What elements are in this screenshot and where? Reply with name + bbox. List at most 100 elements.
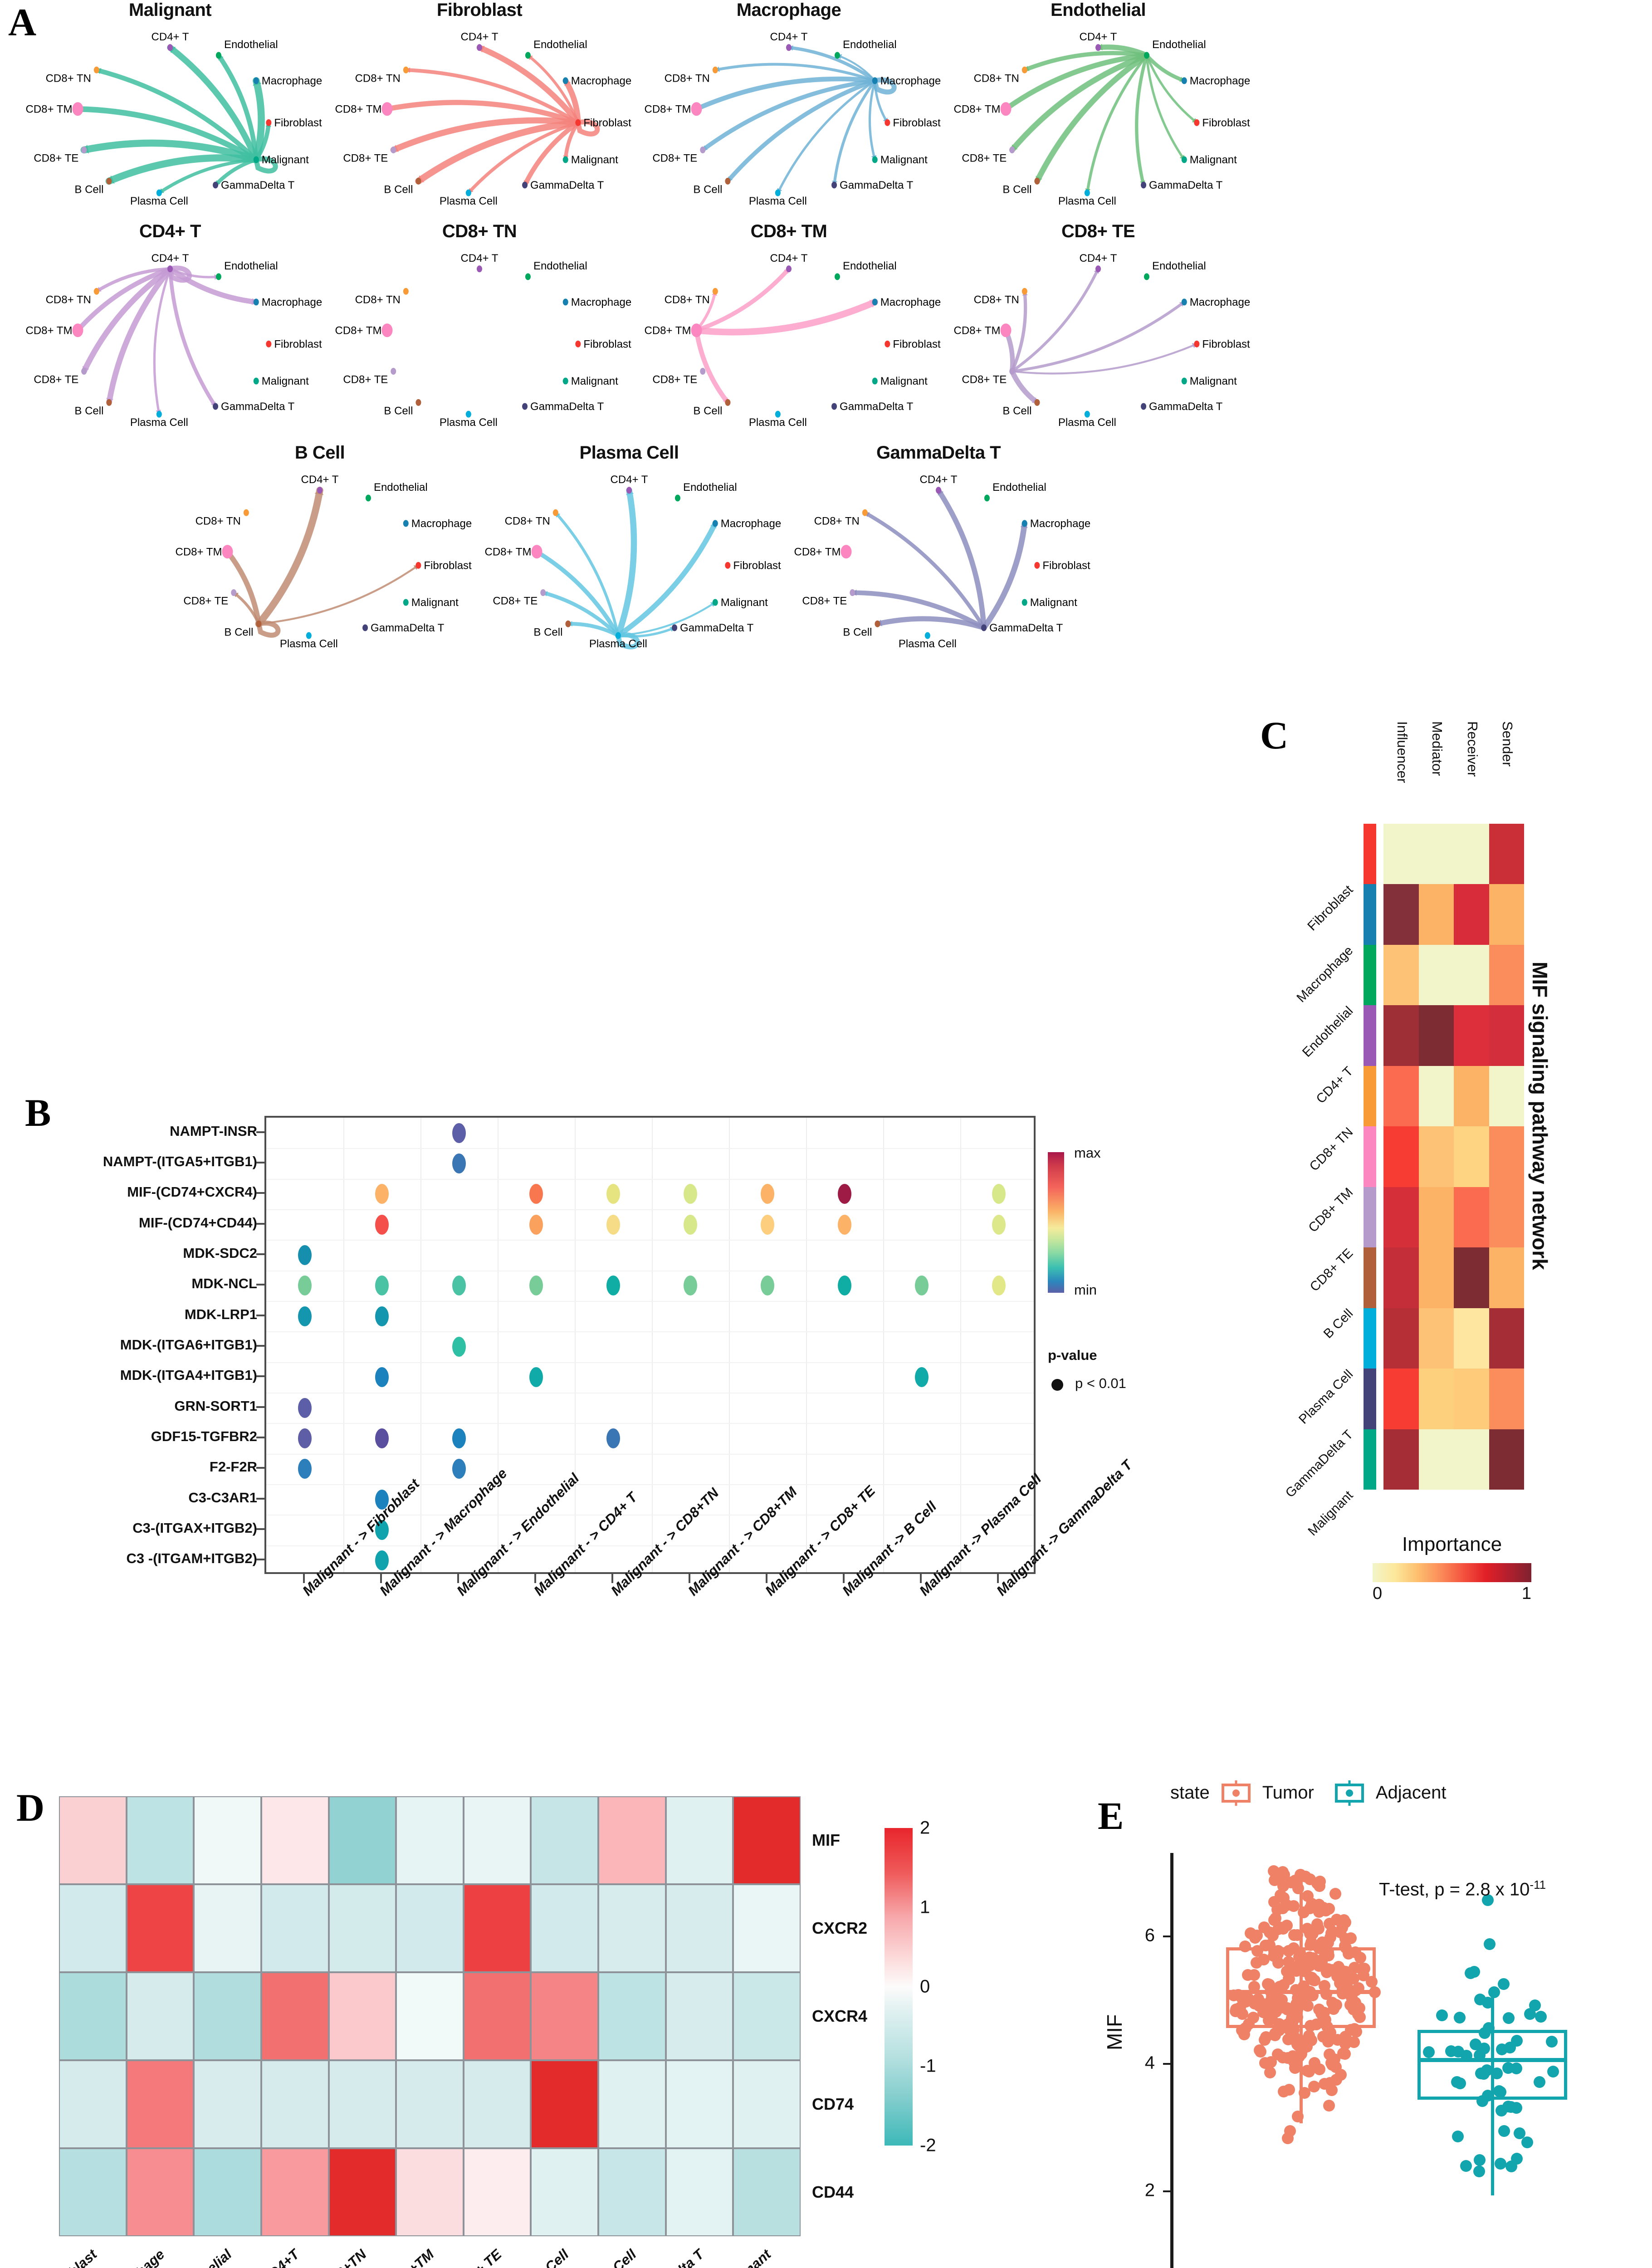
bubble-point[interactable] (915, 1276, 929, 1296)
panel-c-heatmap-cell[interactable] (1489, 1369, 1524, 1429)
bubble-point[interactable] (452, 1123, 466, 1143)
panel-d-heatmap-cell[interactable] (665, 1884, 733, 1972)
panel-c-heatmap-cell[interactable] (1454, 884, 1489, 945)
panel-d-heatmap-cell[interactable] (328, 1796, 396, 1884)
bubble-point[interactable] (375, 1184, 389, 1204)
bubble-point[interactable] (606, 1214, 620, 1235)
panel-c-heatmap-cell[interactable] (1418, 1369, 1454, 1429)
panel-c-heatmap-cell[interactable] (1418, 1126, 1454, 1187)
panel-c-heatmap-cell[interactable] (1418, 1005, 1454, 1066)
panel-c-heatmap-cell[interactable] (1418, 1429, 1454, 1490)
panel-c-heatmap-cell[interactable] (1489, 1308, 1524, 1369)
panel-c-heatmap-cell[interactable] (1454, 1187, 1489, 1248)
panel-d-heatmap-cell[interactable] (665, 2060, 733, 2148)
panel-d-heatmap-cell[interactable] (194, 1796, 261, 1884)
panel-d-heatmap-cell[interactable] (328, 2060, 396, 2148)
bubble-point[interactable] (606, 1184, 620, 1204)
panel-d-heatmap-cell[interactable] (598, 1796, 666, 1884)
panel-d-heatmap-cell[interactable] (194, 2060, 261, 2148)
bubble-point[interactable] (606, 1428, 620, 1448)
bubble-point[interactable] (684, 1184, 697, 1204)
panel-d-heatmap-cell[interactable] (665, 1796, 733, 1884)
panel-c-heatmap-cell[interactable] (1454, 1066, 1489, 1127)
panel-d-heatmap-cell[interactable] (261, 2148, 329, 2236)
panel-d-heatmap-cell[interactable] (463, 1972, 531, 2060)
panel-d-heatmap-cell[interactable] (126, 2148, 194, 2236)
panel-c-heatmap-cell[interactable] (1489, 1005, 1524, 1066)
panel-d-heatmap-cell[interactable] (261, 1884, 329, 1972)
panel-c-heatmap-cell[interactable] (1418, 1308, 1454, 1369)
panel-c-heatmap-cell[interactable] (1383, 1187, 1419, 1248)
bubble-point[interactable] (915, 1367, 929, 1388)
panel-d-heatmap-cell[interactable] (665, 2148, 733, 2236)
bubble-point[interactable] (761, 1276, 774, 1296)
panel-d-heatmap-cell[interactable] (59, 1796, 127, 1884)
panel-d-heatmap-cell[interactable] (126, 2060, 194, 2148)
bubble-point[interactable] (992, 1276, 1006, 1296)
panel-d-heatmap-cell[interactable] (59, 2060, 127, 2148)
panel-d-heatmap-cell[interactable] (463, 1884, 531, 1972)
bubble-point[interactable] (298, 1428, 312, 1448)
bubble-point[interactable] (375, 1367, 389, 1388)
panel-d-heatmap-cell[interactable] (261, 1972, 329, 2060)
bubble-point[interactable] (529, 1184, 543, 1204)
panel-c-heatmap-cell[interactable] (1454, 824, 1489, 885)
panel-d-heatmap-cell[interactable] (396, 1884, 464, 1972)
panel-c-heatmap-cell[interactable] (1454, 944, 1489, 1006)
panel-e-box[interactable] (1417, 2030, 1568, 2100)
bubble-point[interactable] (838, 1184, 851, 1204)
panel-c-heatmap-cell[interactable] (1418, 1066, 1454, 1127)
panel-d-heatmap-cell[interactable] (261, 1796, 329, 1884)
panel-c-heatmap-cell[interactable] (1383, 1308, 1419, 1369)
bubble-point[interactable] (992, 1214, 1006, 1235)
panel-c-heatmap-cell[interactable] (1489, 884, 1524, 945)
bubble-point[interactable] (375, 1276, 389, 1296)
panel-d-heatmap-cell[interactable] (531, 1972, 599, 2060)
bubble-point[interactable] (838, 1276, 851, 1296)
panel-c-heatmap-cell[interactable] (1489, 1429, 1524, 1490)
panel-c-heatmap-cell[interactable] (1489, 1247, 1524, 1308)
panel-c-heatmap-cell[interactable] (1454, 1126, 1489, 1187)
bubble-point[interactable] (375, 1550, 389, 1571)
panel-c-heatmap-cell[interactable] (1383, 944, 1419, 1006)
panel-c-heatmap-cell[interactable] (1383, 1066, 1419, 1127)
bubble-point[interactable] (838, 1214, 851, 1235)
bubble-point[interactable] (375, 1428, 389, 1448)
panel-d-heatmap-cell[interactable] (328, 2148, 396, 2236)
panel-d-heatmap-cell[interactable] (531, 2148, 599, 2236)
panel-c-heatmap-cell[interactable] (1383, 1126, 1419, 1187)
panel-d-heatmap-cell[interactable] (396, 2148, 464, 2236)
panel-d-heatmap-cell[interactable] (194, 1972, 261, 2060)
bubble-point[interactable] (375, 1306, 389, 1326)
bubble-point[interactable] (761, 1214, 774, 1235)
panel-c-heatmap-cell[interactable] (1489, 944, 1524, 1006)
panel-d-heatmap-cell[interactable] (531, 1884, 599, 1972)
panel-d-heatmap-cell[interactable] (59, 1884, 127, 1972)
panel-c-heatmap-cell[interactable] (1383, 824, 1419, 885)
panel-d-heatmap-cell[interactable] (531, 2060, 599, 2148)
panel-d-heatmap-cell[interactable] (733, 1972, 801, 2060)
panel-c-heatmap-cell[interactable] (1454, 1429, 1489, 1490)
panel-c-heatmap-cell[interactable] (1454, 1247, 1489, 1308)
panel-c-heatmap-cell[interactable] (1454, 1369, 1489, 1429)
panel-d-heatmap-cell[interactable] (59, 2148, 127, 2236)
bubble-point[interactable] (452, 1337, 466, 1357)
bubble-point[interactable] (298, 1306, 312, 1326)
panel-c-heatmap-cell[interactable] (1418, 1247, 1454, 1308)
panel-d-heatmap-cell[interactable] (733, 1796, 801, 1884)
bubble-point[interactable] (761, 1184, 774, 1204)
panel-c-heatmap-cell[interactable] (1489, 1126, 1524, 1187)
panel-c-heatmap-cell[interactable] (1489, 1187, 1524, 1248)
panel-c-heatmap-cell[interactable] (1489, 1066, 1524, 1127)
panel-d-heatmap-cell[interactable] (261, 2060, 329, 2148)
bubble-point[interactable] (529, 1276, 543, 1296)
bubble-point[interactable] (298, 1459, 312, 1479)
bubble-point[interactable] (684, 1276, 697, 1296)
panel-c-heatmap-cell[interactable] (1383, 1429, 1419, 1490)
panel-d-heatmap-cell[interactable] (463, 1796, 531, 1884)
panel-d-heatmap-cell[interactable] (194, 1884, 261, 1972)
panel-d-heatmap-cell[interactable] (126, 1972, 194, 2060)
panel-d-heatmap-cell[interactable] (665, 1972, 733, 2060)
bubble-point[interactable] (529, 1214, 543, 1235)
panel-c-heatmap-cell[interactable] (1454, 1005, 1489, 1066)
